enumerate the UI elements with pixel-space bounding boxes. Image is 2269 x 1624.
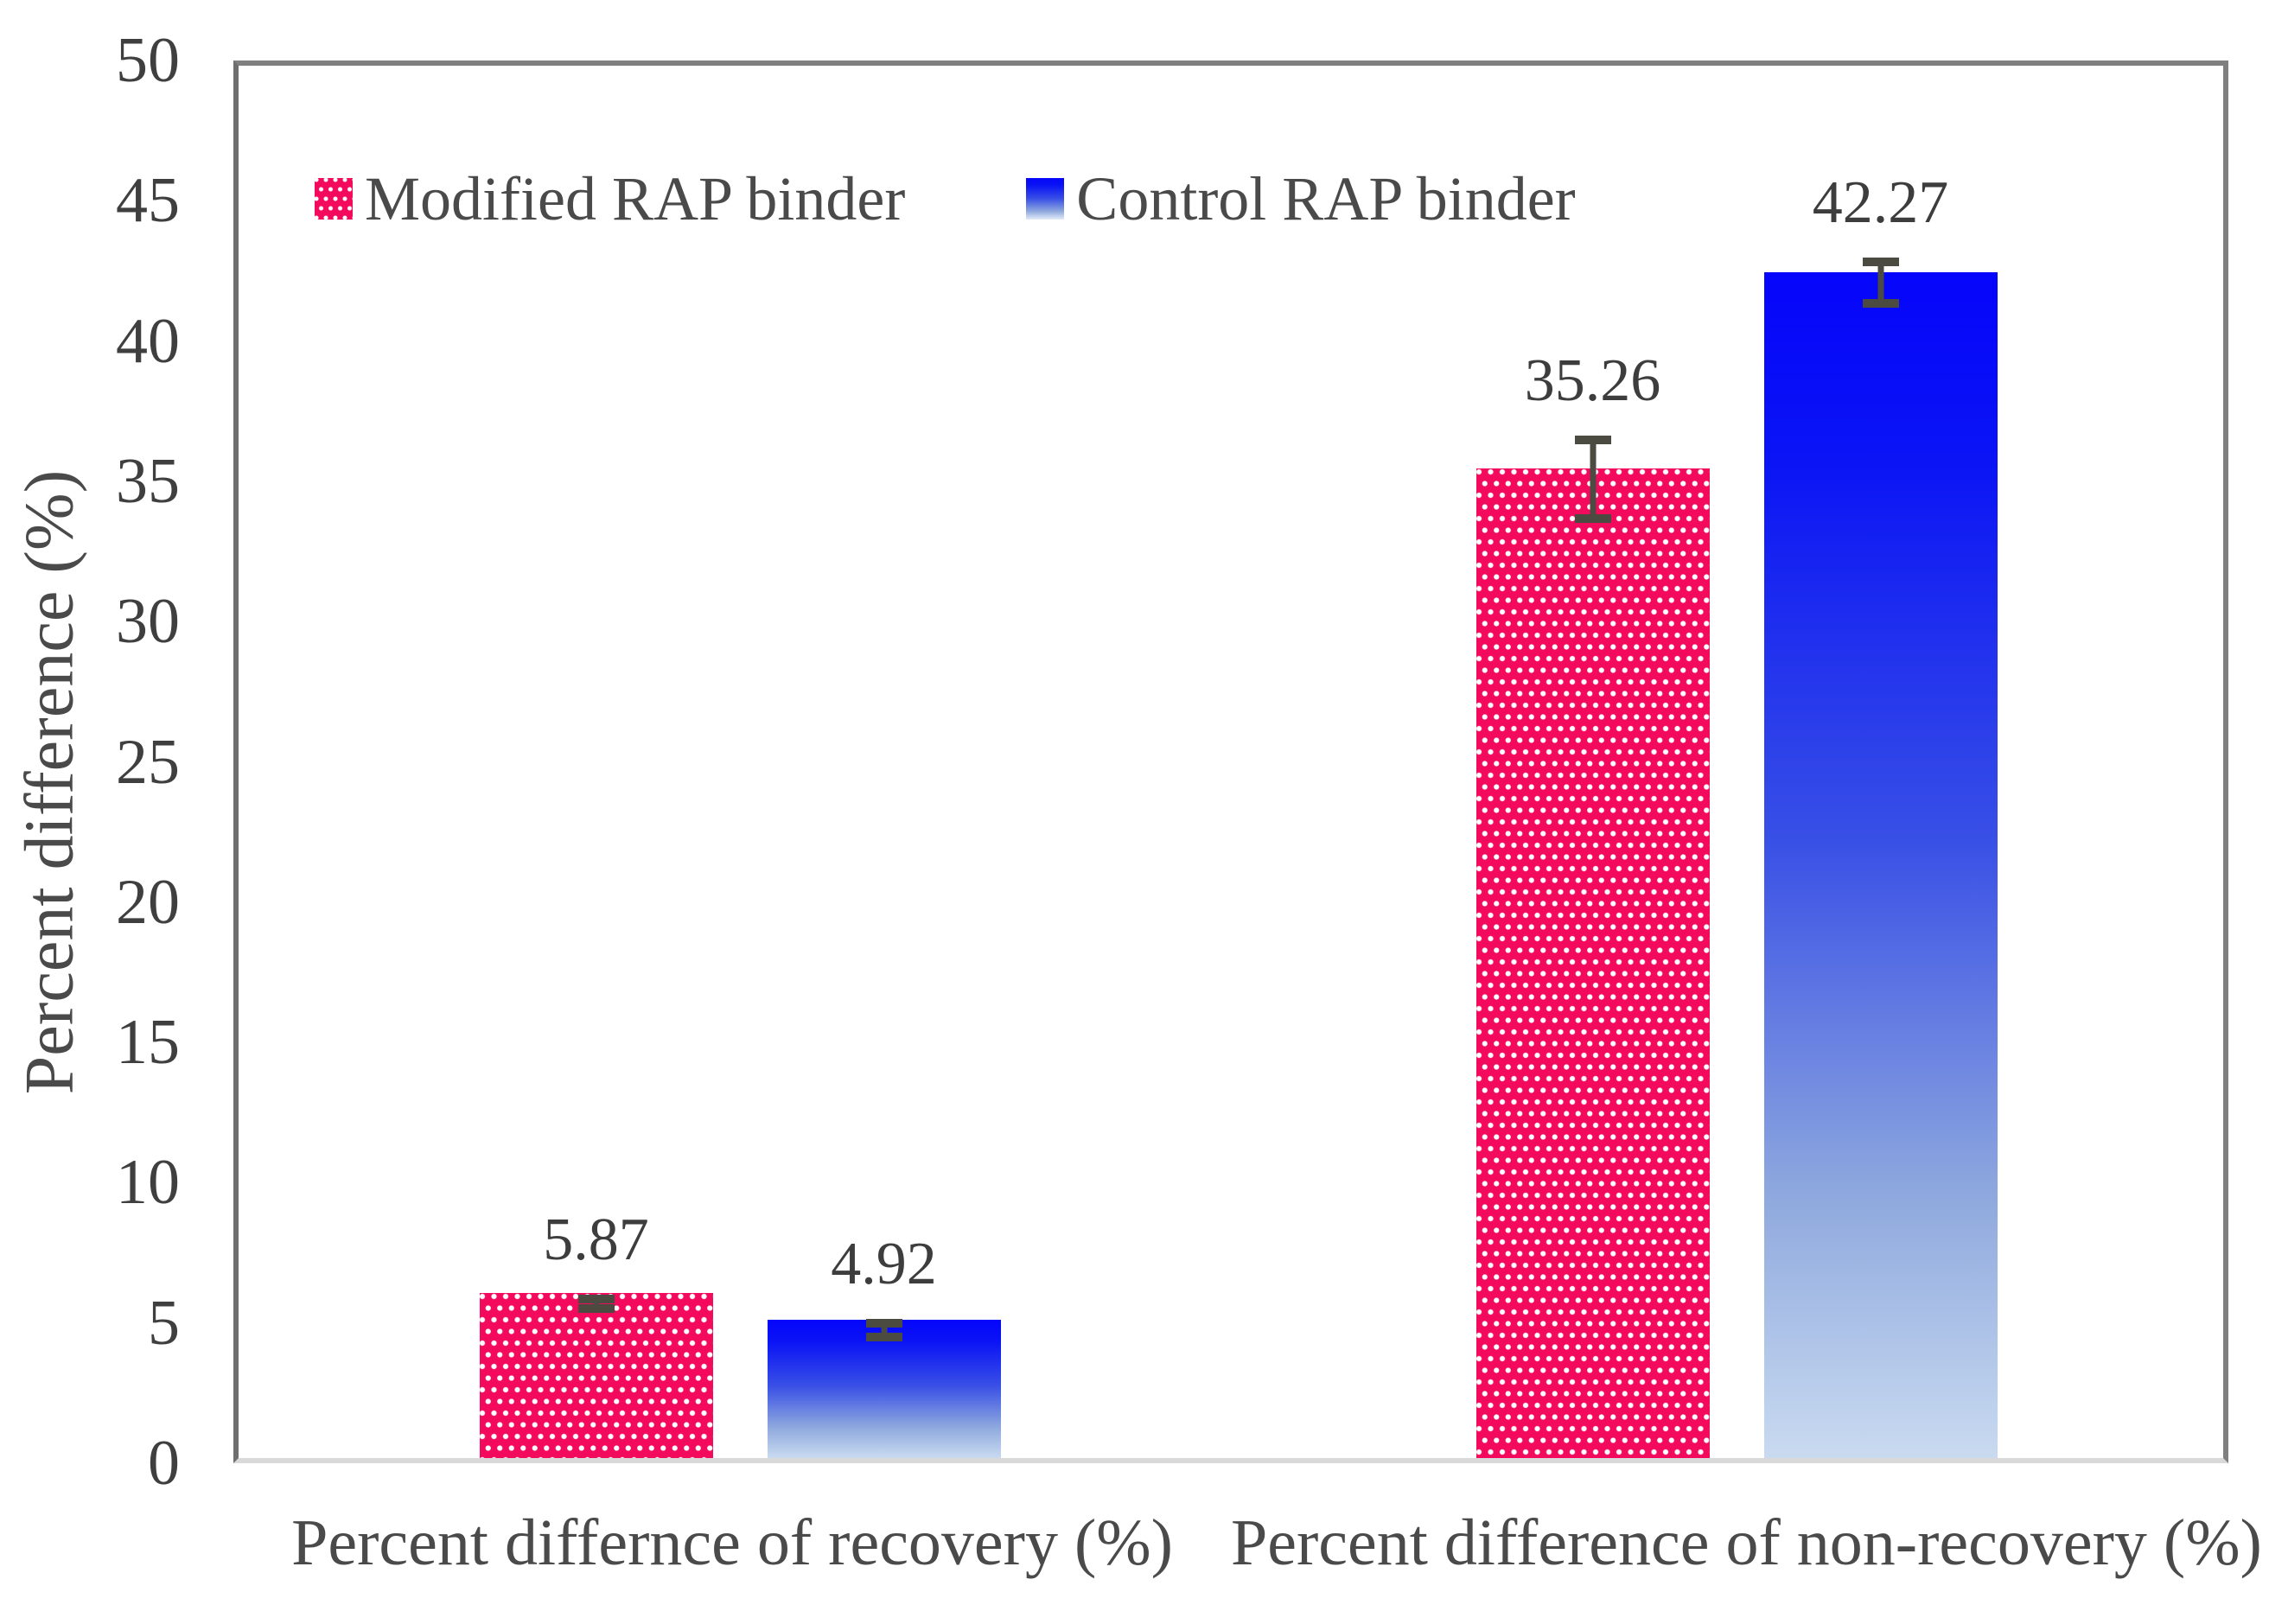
error-bar-line [881,1319,887,1342]
error-bar-top-cap [1862,257,1899,266]
error-bar-bottom-cap [1574,513,1611,523]
error-bar-bottom-cap [865,1333,902,1342]
legend-label-modified-rap-binder: Modified RAP binder [365,164,906,233]
legend-label-control-rap-binder: Control RAP binder [1076,164,1576,233]
error-bar-modified-rap-binder-group-2 [1574,436,1611,523]
plot-area: Modified RAP binder Control RAP binder 5… [233,61,2228,1463]
error-bar-modified-rap-binder-group-1 [577,1295,615,1313]
error-bar-line [1877,257,1883,309]
error-bar-line [1590,436,1596,523]
y-tick-label-15: 15 [116,1007,180,1079]
error-bar-control-rap-binder-group-1 [865,1319,902,1342]
bar-control-rap-binder-group-2 [1763,271,1998,1458]
y-tick-label-25: 25 [116,726,180,798]
data-label-control-rap-binder-group-1: 4.92 [831,1231,937,1298]
data-label-control-rap-binder-group-2: 42.27 [1812,169,1949,236]
y-tick-label-45: 45 [116,165,180,237]
y-tick-label-35: 35 [116,445,180,517]
legend: Modified RAP binder Control RAP binder [315,168,1576,230]
y-tick-label-20: 20 [116,866,180,938]
error-bar-top-cap [1574,436,1611,445]
error-bar-bottom-cap [1862,299,1899,309]
legend-swatch-control-rap-binder [1026,178,1065,220]
y-tick-label-30: 30 [116,586,180,658]
error-bar-line [593,1295,599,1313]
y-tick-label-10: 10 [116,1147,180,1219]
error-bar-control-rap-binder-group-2 [1862,257,1899,309]
y-tick-label-40: 40 [116,305,180,377]
bar-control-rap-binder-group-1 [767,1320,1001,1458]
x-category-label-1: Percent differnce of recovery (%) [291,1506,1173,1579]
error-bar-top-cap [865,1319,902,1328]
data-label-modified-rap-binder-group-1: 5.87 [543,1207,649,1274]
x-category-label-2: Percent difference of non-recovery (%) [1231,1506,2262,1579]
y-tick-label-5: 5 [148,1287,180,1359]
error-bar-bottom-cap [577,1303,615,1313]
y-tick-label-0: 0 [148,1428,180,1499]
y-tick-label-50: 50 [116,25,180,96]
bar-modified-rap-binder-group-1 [479,1293,713,1458]
legend-swatch-modified-rap-binder [315,178,353,220]
bar-modified-rap-binder-group-2 [1475,468,1710,1458]
error-bar-top-cap [577,1295,615,1304]
data-label-modified-rap-binder-group-2: 35.26 [1524,347,1661,415]
